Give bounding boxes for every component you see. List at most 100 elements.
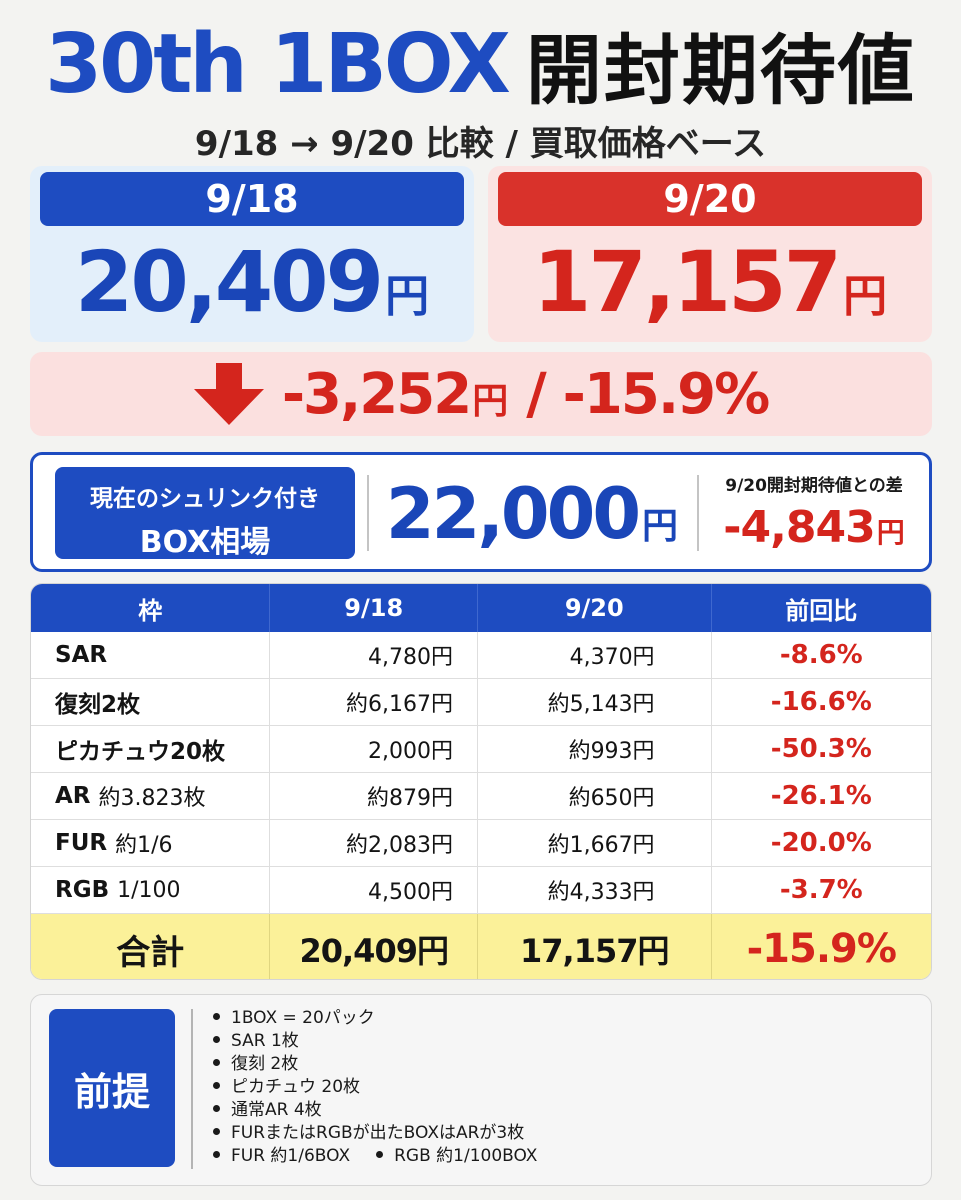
card-price-unit: 円	[843, 271, 888, 322]
total-label: 合計	[31, 914, 271, 979]
list-item: SAR 1枚	[213, 1030, 537, 1053]
header-change: 前回比	[785, 596, 858, 625]
row-change: -16.6%	[770, 687, 872, 717]
market-label-line2: BOX相場	[139, 525, 271, 560]
difference-banner: -3,252円 / -15.9%	[30, 352, 932, 436]
market-price-unit: 円	[642, 506, 679, 547]
row-change: -20.0%	[770, 828, 872, 858]
row-name-main: ピカチュウ20枚	[55, 739, 226, 765]
difference-separator: /	[526, 361, 547, 427]
market-price: 22,000 円	[373, 465, 691, 563]
price-card-before: 9/18 20,409 円	[30, 166, 474, 342]
table-header-row: 枠 9/18 9/20 前回比	[31, 584, 931, 632]
table-total-row: 合計 20,409円 17,157円 -15.9%	[31, 914, 931, 979]
market-label-line1: 現在のシュリンク付き	[90, 486, 320, 512]
row-value-before: 4,500円	[270, 867, 478, 913]
table-row: AR 約3.823枚 約879円 約650円 -26.1%	[31, 773, 931, 820]
page-subtitle: 9/18 → 9/20 比較 / 買取価格ベース	[194, 124, 767, 164]
row-value-before: 4,780円	[270, 632, 478, 678]
row-name: FUR 約1/6	[31, 820, 271, 866]
header-date-before: 9/18	[270, 584, 479, 632]
row-value-after: 約1,667円	[478, 820, 712, 866]
market-difference: 9/20開封期待値との差 -4,843円	[703, 471, 925, 553]
row-name-sub: 約1/6	[115, 833, 173, 858]
market-label: 現在のシュリンク付き BOX相場	[55, 467, 355, 560]
bullet-icon	[213, 1035, 220, 1043]
breakdown-table: 枠 9/18 9/20 前回比 SAR 4,780円 4,370円 -8.6% …	[30, 583, 932, 980]
row-name-main: FUR	[55, 830, 108, 856]
list-item: 通常AR 4枚	[213, 1099, 537, 1122]
market-difference-value: -4,843円	[703, 502, 925, 553]
list-item-text: 通常AR 4枚	[231, 1100, 322, 1120]
total-value-after: 17,157円	[478, 914, 712, 979]
market-price-value: 22,000	[385, 473, 641, 555]
list-item-text: RGB 約1/100BOX	[394, 1146, 538, 1166]
list-item: 1BOX = 20パック	[213, 1007, 537, 1030]
divider	[367, 475, 369, 551]
assumptions-box: 前提 1BOX = 20パック SAR 1枚 復刻 2枚 ピカチュウ 20枚 通…	[30, 994, 932, 1186]
row-name: RGB 1/100	[31, 867, 271, 913]
row-value-after: 約4,333円	[478, 867, 712, 913]
row-name: 復刻2枚	[31, 679, 271, 725]
list-item-text: SAR 1枚	[231, 1031, 299, 1051]
row-change: -26.1%	[770, 781, 872, 811]
divider	[191, 1009, 193, 1169]
difference-amount-unit: 円	[472, 380, 509, 422]
list-item: FUR 約1/6BOX RGB 約1/100BOX	[213, 1145, 537, 1168]
row-value-before: 約6,167円	[270, 679, 478, 725]
bullet-icon	[213, 1127, 220, 1135]
row-name-sub: 約3.823枚	[98, 786, 206, 811]
difference-amount-value: -3,252	[281, 361, 472, 427]
row-value-before: 2,000円	[270, 726, 478, 772]
page-title: 30th 1BOX 開封期待値	[0, 14, 961, 116]
row-change: -3.7%	[779, 875, 863, 905]
market-difference-label: 9/20開封期待値との差	[725, 476, 903, 496]
card-price: 20,409 円	[30, 230, 474, 334]
header-date-after: 9/20	[478, 584, 712, 632]
row-name: ピカチュウ20枚	[31, 726, 271, 772]
row-name: AR 約3.823枚	[31, 773, 271, 819]
card-date-label: 9/18	[40, 172, 464, 226]
list-item: ピカチュウ 20枚	[213, 1076, 537, 1099]
bullet-icon	[213, 1012, 220, 1020]
list-item-text: 復刻 2枚	[231, 1054, 299, 1074]
list-item: FURまたはRGBが出たBOXはARが3枚	[213, 1122, 537, 1145]
total-change: -15.9%	[746, 926, 897, 972]
row-name-main: 復刻2枚	[55, 692, 141, 718]
table-row: 復刻2枚 約6,167円 約5,143円 -16.6%	[31, 679, 931, 726]
total-value-before: 20,409円	[270, 914, 479, 979]
bullet-icon	[213, 1150, 220, 1158]
divider	[697, 475, 699, 551]
row-change: -8.6%	[779, 640, 863, 670]
card-price-value: 17,157	[532, 233, 842, 331]
bullet-icon	[213, 1104, 220, 1112]
list-item: 復刻 2枚	[213, 1053, 537, 1076]
row-change: -50.3%	[770, 734, 872, 764]
difference-percent: -15.9%	[562, 361, 771, 427]
row-value-after: 約650円	[478, 773, 712, 819]
arrow-down-icon	[193, 363, 264, 425]
card-date-label: 9/20	[498, 172, 922, 226]
card-price-unit: 円	[385, 271, 430, 322]
list-item-text: FUR 約1/6BOX	[231, 1146, 351, 1166]
title-japanese: 開封期待値	[525, 26, 916, 115]
list-item-text: 1BOX = 20パック	[231, 1008, 375, 1028]
row-name: SAR	[31, 632, 271, 678]
row-value-after: 4,370円	[478, 632, 712, 678]
row-value-before: 約2,083円	[270, 820, 478, 866]
row-name-sub: 1/100	[117, 877, 181, 903]
bullet-icon	[213, 1081, 220, 1089]
table-row: SAR 4,780円 4,370円 -8.6%	[31, 632, 931, 679]
table-row: RGB 1/100 4,500円 約4,333円 -3.7%	[31, 867, 931, 914]
market-price-box: 現在のシュリンク付き BOX相場 22,000 円 9/20開封期待値との差 -…	[30, 452, 932, 572]
header-slot: 枠	[31, 584, 271, 632]
difference-amount: -3,252円	[282, 362, 508, 427]
list-item-text: ピカチュウ 20枚	[231, 1077, 361, 1097]
market-difference-unit: 円	[876, 516, 905, 549]
title-english: 30th 1BOX	[45, 16, 511, 112]
list-item-text: FURまたはRGBが出たBOXはARが3枚	[231, 1123, 525, 1143]
row-value-before: 約879円	[270, 773, 478, 819]
card-price: 17,157 円	[488, 230, 932, 334]
bullet-icon	[213, 1058, 220, 1066]
